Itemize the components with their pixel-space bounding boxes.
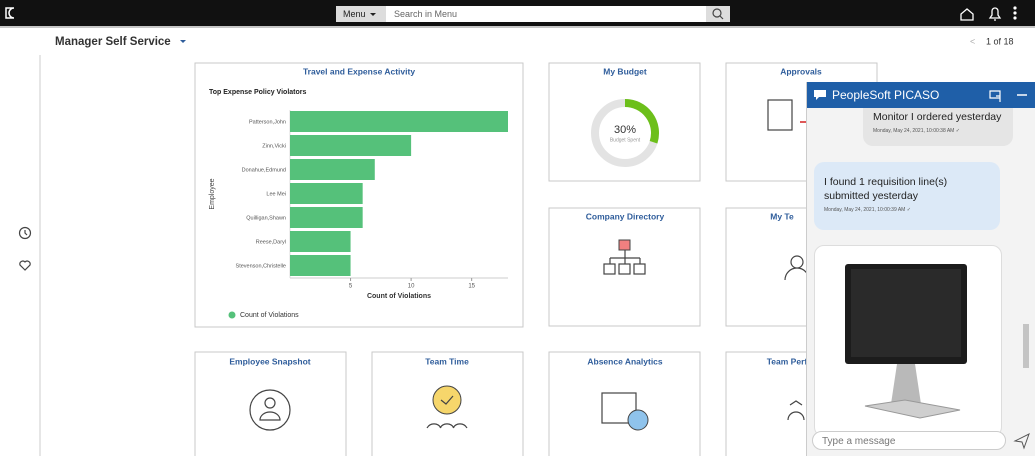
chat-header: PeopleSoft PICASO [807,82,1035,108]
chat-title: PeopleSoft PICASO [832,88,940,102]
time-icon [426,395,468,429]
bar [290,111,508,132]
x-tick-label: 15 [468,284,475,290]
y-tick-label: Lee Mei [266,191,286,197]
bar [290,135,412,156]
y-tick-label: Stevenson,Christelle [236,263,286,269]
time-icon [432,385,462,415]
bar [290,255,351,276]
donut-value: 30% [614,124,636,136]
bot-message: I found 1 requisition line(s) submitted … [814,162,1000,230]
legend-label: Count of Violations [240,312,299,319]
monitor-image [845,264,967,419]
bar [290,231,351,252]
message-time: Monday, May 24, 2021, 10:00:38 AM ✓ [873,128,960,134]
x-axis-label: Count of Violations [367,293,431,300]
recent-icon [24,230,28,236]
donut-caption: Budget Spent [610,137,641,143]
chat-panel: PeopleSoft PICASO Monitor I ordered yest… [806,82,1035,456]
bar [290,159,375,180]
x-tick-label: 5 [349,284,353,290]
menu-caret [370,13,376,16]
tile-title: My Budget [603,66,647,76]
y-tick-label: Zinn,Vicki [262,143,286,149]
chart: 5 10 15 Patterson,John Zinn,Vicki Donahue,Edm… [228,110,508,319]
bar [290,207,363,228]
actions-icon[interactable] [1013,6,1017,20]
tile-title: Approvals [780,66,822,76]
bell-icon[interactable] [988,7,1002,21]
divider [0,26,1035,28]
pager: 1 of 18 [986,36,1014,46]
send-button[interactable] [1012,431,1032,451]
chat-options[interactable] [989,90,1001,102]
snapshot-icon [249,389,291,431]
y-axis-label: Employee [209,178,216,209]
tile[interactable] [548,207,701,327]
tile-title: Company Directory [586,211,665,221]
favorites-icon[interactable] [19,260,31,271]
chat-logo [814,90,826,100]
message-text: Monitor I ordered yesterday [873,111,1002,123]
y-tick-label: Reese,Daryl [256,239,286,245]
absence-icon [627,409,649,431]
search-icon [712,8,722,18]
tile[interactable] [194,351,347,456]
home-icon[interactable] [960,8,974,21]
y-tick-label: Quilligan,Shawn [246,215,286,221]
message-time: Monday, May 24, 2021, 10:00:39 AM ✓ [824,207,911,213]
search-icon [719,15,724,20]
pager-prev[interactable]: < [970,36,975,46]
absence-icon [601,392,637,424]
performance-icon [787,400,805,421]
nav-caret[interactable] [180,40,186,43]
menu-label: Menu [343,9,366,19]
tile-title: Team Perf [767,356,808,366]
tile-title: Team Time [425,356,469,366]
message-text: I found 1 requisition line(s) submitted … [824,176,948,202]
y-tick-label: Patterson,John [249,119,286,125]
tile-title: My Te [770,211,794,221]
chat-header-icons [814,90,1027,102]
home-logo[interactable] [5,7,15,19]
snapshot-icon [259,397,281,421]
recent-icon[interactable] [18,226,32,240]
message-input[interactable]: Type a message [812,431,1006,450]
search-button[interactable] [706,6,730,22]
search-box[interactable] [386,6,706,22]
tile-title: Employee Snapshot [229,356,310,366]
legend-swatch [228,311,236,319]
scrollbar [1023,324,1029,368]
product-card [814,245,1002,437]
donut-arc [624,99,659,144]
approvals-icon [767,99,793,131]
x-tick-label: 10 [408,284,415,290]
tile-title: Travel and Expense Activity [303,66,415,76]
search-placeholder: Search in Menu [394,9,457,19]
bar [290,183,363,204]
directory-icon [603,239,646,275]
y-tick-label: Donahue,Edmund [242,167,286,173]
tile[interactable] [548,351,701,456]
chart-subtitle: Top Expense Policy Violators [209,89,306,96]
tile-title: Absence Analytics [587,356,663,366]
menu-button[interactable] [336,6,386,22]
nav-title[interactable]: Manager Self Service [55,36,171,48]
